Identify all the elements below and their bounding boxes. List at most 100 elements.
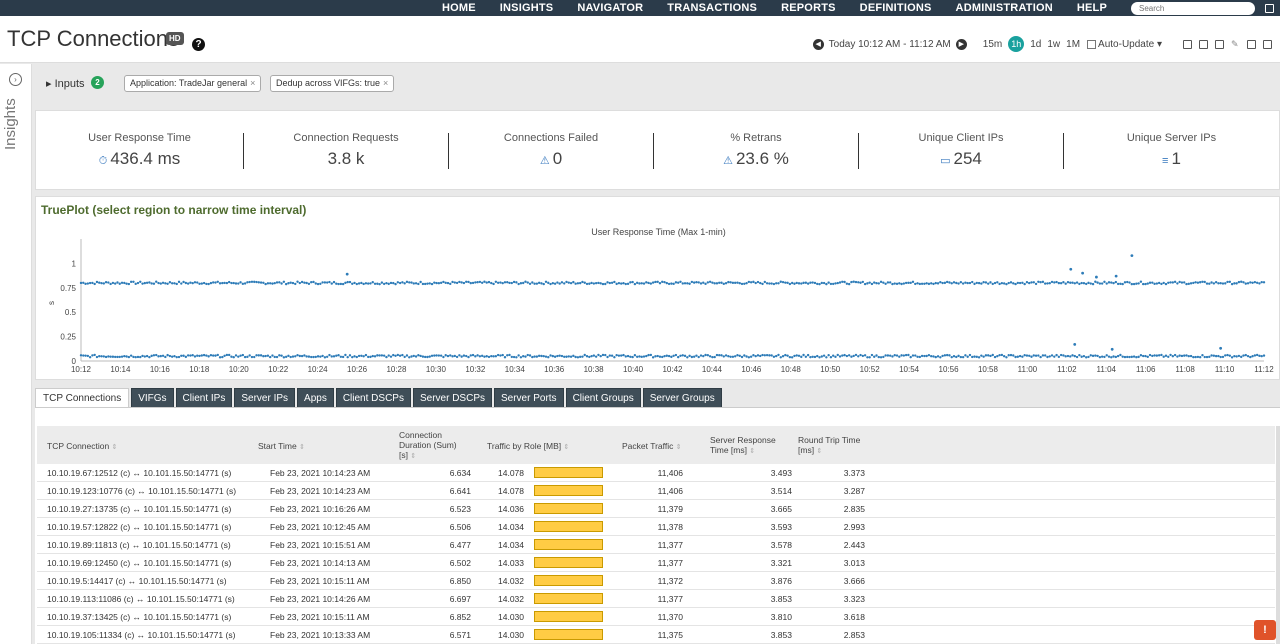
logout-icon[interactable] — [1265, 3, 1274, 13]
kpi-unique-server-ips[interactable]: Unique Server IPs ≡ 1 — [1064, 111, 1279, 191]
col-tcp-connection[interactable]: TCP Connection ⇕ — [47, 441, 117, 453]
sort-icon[interactable]: ⇕ — [563, 444, 570, 451]
kpi-unique-client-ips[interactable]: Unique Client IPs ▭ 254 — [859, 111, 1063, 191]
tab-tcp-connections[interactable]: TCP Connections — [35, 388, 130, 408]
auto-update-label[interactable]: Auto-Update ▾ — [1098, 38, 1162, 50]
data-point — [396, 353, 400, 357]
inputs-toggle[interactable]: ▸ Inputs — [46, 78, 85, 90]
sort-icon[interactable]: ⇕ — [299, 444, 305, 451]
col-round-trip-time[interactable]: Round Trip Time [ms] ⇕ — [798, 435, 860, 457]
data-point — [804, 281, 808, 284]
prev-time-icon[interactable]: ◀ — [812, 38, 824, 50]
data-point — [948, 281, 951, 284]
data-point — [218, 356, 222, 359]
data-point — [517, 354, 520, 357]
kpi-value-wrap: 3.8 k — [244, 149, 448, 169]
calendar-icon[interactable] — [1263, 39, 1272, 49]
search-input[interactable] — [1131, 1, 1255, 15]
remove-chip-icon[interactable]: × — [250, 78, 256, 88]
range-15m[interactable]: 15m — [982, 38, 1003, 50]
data-point — [943, 281, 947, 285]
tab-apps[interactable]: Apps — [297, 388, 334, 408]
nav-transactions[interactable]: TRANSACTIONS — [667, 2, 758, 14]
data-point — [1021, 281, 1024, 284]
time-range-label[interactable]: Today 10:12 AM - 11:12 AM — [828, 38, 951, 50]
data-point — [369, 282, 372, 285]
col-packet-traffic[interactable]: Packet Traffic ⇕ — [622, 441, 682, 453]
sort-icon[interactable]: ⇕ — [111, 444, 118, 451]
remove-chip-icon[interactable]: × — [383, 78, 389, 88]
trueplot-chart[interactable]: s 0 0.25 0.5 0.75 1 10:12 10:14 10:16 10:18 10:20 1… — [36, 197, 1280, 381]
data-point — [590, 281, 593, 285]
pdf-icon[interactable] — [1199, 39, 1208, 49]
nav-reports[interactable]: REPORTS — [781, 2, 836, 14]
wrench-icon[interactable]: ✎ — [1231, 38, 1239, 49]
kpi-connection-requests[interactable]: Connection Requests 3.8 k — [244, 111, 448, 191]
range-1h[interactable]: 1h — [1008, 36, 1025, 52]
data-point — [1016, 355, 1020, 358]
data-point — [859, 353, 862, 357]
nav-definitions[interactable]: DEFINITIONS — [859, 2, 932, 14]
table-row[interactable]: 10.10.19.113:11086 (c) ↔ 10.101.15.50:14… — [37, 590, 1275, 608]
data-point — [296, 280, 299, 283]
expand-rail-icon[interactable]: › — [9, 73, 22, 86]
next-time-icon[interactable]: ▶ — [955, 38, 967, 50]
kpi-retrans[interactable]: % Retrans ⚠ 23.6 % — [654, 111, 858, 191]
sort-icon[interactable]: ⇕ — [816, 448, 823, 455]
nav-help[interactable]: HELP — [1076, 2, 1107, 14]
document-icon[interactable] — [1215, 39, 1224, 49]
external-link-icon[interactable] — [1247, 39, 1256, 49]
data-point — [617, 354, 621, 357]
vertical-scrollbar[interactable] — [1276, 426, 1280, 644]
table-row[interactable]: 10.10.19.69:12450 (c) ↔ 10.101.15.50:147… — [37, 554, 1275, 572]
traffic-bar-fill — [535, 468, 602, 477]
sort-icon[interactable]: ⇕ — [749, 448, 756, 455]
kpi-connections-failed[interactable]: Connections Failed ⚠ 0 — [449, 111, 653, 191]
tab-vifgs[interactable]: VIFGs — [131, 388, 174, 408]
tab-client-dscps[interactable]: Client DSCPs — [335, 388, 411, 408]
range-1M[interactable]: 1M — [1066, 38, 1081, 50]
tab-server-ips[interactable]: Server IPs — [234, 388, 296, 408]
sort-icon[interactable]: ⇕ — [675, 444, 682, 451]
data-point — [159, 354, 162, 358]
table-row[interactable]: 10.10.19.5:14417 (c) ↔ 10.101.15.50:1477… — [37, 572, 1275, 590]
tab-server-dscps[interactable]: Server DSCPs — [412, 388, 492, 408]
nav-insights[interactable]: INSIGHTS — [499, 2, 554, 14]
feedback-icon[interactable]: ! — [1254, 620, 1276, 640]
data-point — [861, 354, 865, 358]
traffic-bar — [534, 485, 603, 496]
data-point — [986, 354, 990, 357]
data-point — [1253, 354, 1257, 357]
range-1d[interactable]: 1d — [1030, 38, 1042, 50]
table-row[interactable]: 10.10.19.27:13735 (c) ↔ 10.101.15.50:147… — [37, 500, 1275, 518]
help-icon[interactable]: ? — [192, 38, 205, 51]
col-start-time[interactable]: Start Time ⇕ — [258, 441, 305, 453]
col-server-response-time[interactable]: Server Response Time [ms] ⇕ — [710, 435, 776, 457]
insights-rail-label[interactable]: Insights — [2, 98, 19, 150]
tab-server-groups[interactable]: Server Groups — [642, 388, 722, 408]
table-row[interactable]: 10.10.19.37:13425 (c) ↔ 10.101.15.50:147… — [37, 608, 1275, 626]
data-point — [1237, 280, 1241, 284]
nav-administration[interactable]: ADMINISTRATION — [955, 2, 1053, 14]
tab-server-ports[interactable]: Server Ports — [493, 388, 564, 408]
input-chip-dedup[interactable]: Dedup across VIFGs: true × — [270, 75, 395, 92]
table-row[interactable]: 10.10.19.57:12822 (c) ↔ 10.101.15.50:147… — [37, 518, 1275, 536]
tab-client-ips[interactable]: Client IPs — [175, 388, 233, 408]
data-point — [679, 280, 682, 283]
input-chip-application[interactable]: Application: TradeJar general × — [124, 75, 262, 92]
kpi-user-response-time[interactable]: User Response Time ⏱ 436.4 ms — [36, 111, 243, 191]
save-icon[interactable] — [1183, 39, 1192, 49]
table-row[interactable]: 10.10.19.105:11334 (c) ↔ 10.101.15.50:14… — [37, 626, 1275, 644]
table-row[interactable]: 10.10.19.67:12512 (c) ↔ 10.101.15.50:147… — [37, 464, 1275, 482]
data-point — [1198, 281, 1202, 284]
nav-navigator[interactable]: NAVIGATOR — [577, 2, 644, 14]
sort-icon[interactable]: ⇕ — [410, 453, 417, 460]
range-1w[interactable]: 1w — [1047, 38, 1061, 50]
col-traffic-by-role[interactable]: Traffic by Role [MB] ⇕ — [487, 441, 569, 453]
nav-home[interactable]: HOME — [441, 2, 476, 14]
auto-update-checkbox[interactable] — [1087, 39, 1097, 49]
table-row[interactable]: 10.10.19.89:11813 (c) ↔ 10.101.15.50:147… — [37, 536, 1275, 554]
tab-client-groups[interactable]: Client Groups — [565, 388, 641, 408]
col-connection-duration[interactable]: Connection Duration (Sum) [s] ⇕ — [399, 430, 457, 462]
table-row[interactable]: 10.10.19.123:10776 (c) ↔ 10.101.15.50:14… — [37, 482, 1275, 500]
